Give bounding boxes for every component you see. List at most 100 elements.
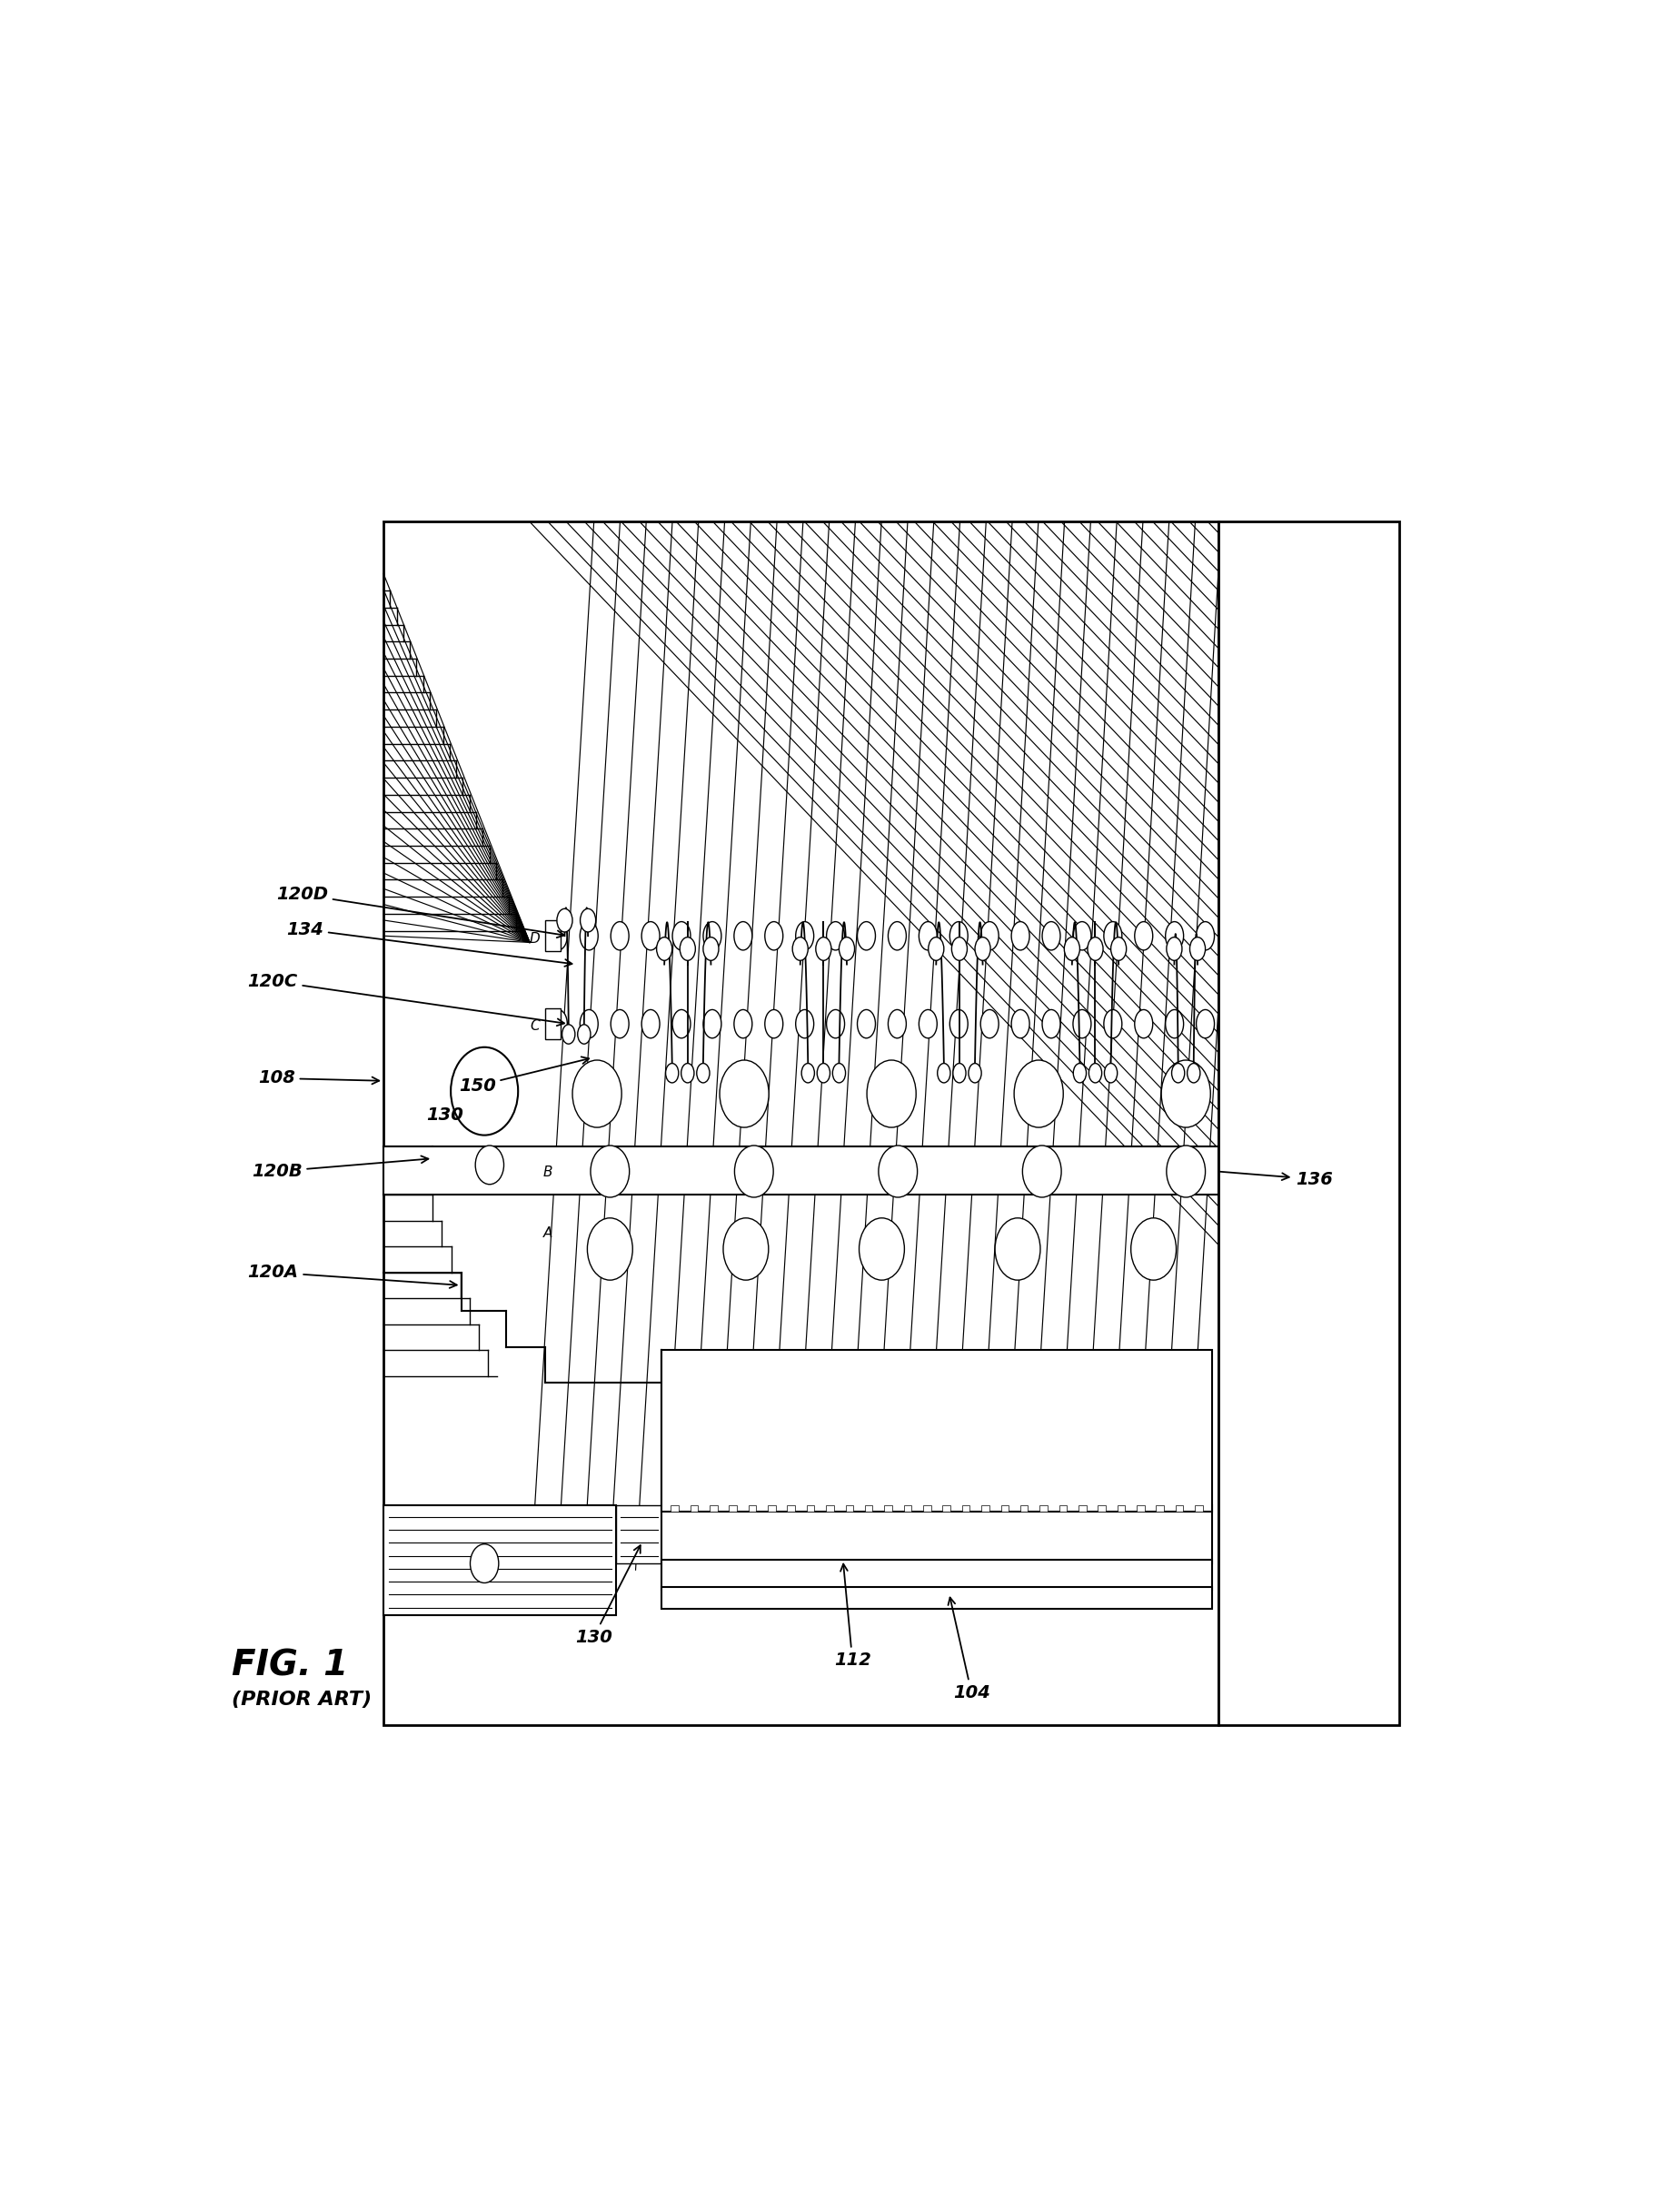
Text: C: C [529, 1020, 539, 1033]
Bar [942, 1504, 950, 1511]
Ellipse shape [680, 938, 695, 960]
Ellipse shape [579, 1009, 598, 1037]
Ellipse shape [641, 1009, 660, 1037]
Ellipse shape [471, 1544, 499, 1584]
Ellipse shape [952, 938, 967, 960]
Bar [1040, 1504, 1047, 1511]
Ellipse shape [703, 938, 718, 960]
Ellipse shape [1014, 1060, 1064, 1128]
Ellipse shape [1172, 1064, 1184, 1082]
Bar [671, 1504, 678, 1511]
Ellipse shape [703, 1009, 721, 1037]
Ellipse shape [980, 1009, 999, 1037]
Text: FIG. 1: FIG. 1 [232, 1648, 349, 1683]
Ellipse shape [563, 1024, 574, 1044]
Ellipse shape [735, 1009, 752, 1037]
Ellipse shape [1074, 1009, 1091, 1037]
Text: 104: 104 [949, 1597, 990, 1701]
Ellipse shape [765, 1009, 783, 1037]
Ellipse shape [995, 1219, 1040, 1281]
Ellipse shape [720, 1060, 768, 1128]
Ellipse shape [833, 1064, 845, 1082]
Ellipse shape [1087, 938, 1104, 960]
Ellipse shape [795, 1009, 813, 1037]
Bar [384, 1504, 616, 1615]
Bar [982, 1504, 989, 1511]
Text: 112: 112 [833, 1564, 872, 1670]
Text: 120D: 120D [276, 885, 564, 938]
Bar [903, 1504, 912, 1511]
Ellipse shape [696, 1064, 710, 1082]
Bar [710, 1504, 718, 1511]
Ellipse shape [1166, 938, 1182, 960]
Ellipse shape [937, 1064, 950, 1082]
Ellipse shape [573, 1060, 621, 1128]
Ellipse shape [857, 922, 875, 951]
Ellipse shape [1166, 922, 1184, 951]
Ellipse shape [838, 938, 855, 960]
Ellipse shape [735, 922, 752, 951]
Text: 120C: 120C [247, 973, 564, 1026]
Bar [1020, 1504, 1029, 1511]
Ellipse shape [451, 1046, 518, 1135]
Bar [544, 1009, 561, 1040]
Text: 130: 130 [574, 1546, 640, 1646]
Ellipse shape [1134, 1009, 1152, 1037]
Bar [885, 1504, 892, 1511]
Ellipse shape [476, 1146, 504, 1183]
Ellipse shape [1064, 938, 1080, 960]
Bar [1097, 1504, 1106, 1511]
Ellipse shape [1189, 938, 1206, 960]
Text: (PRIOR ART): (PRIOR ART) [232, 1690, 372, 1708]
Ellipse shape [975, 938, 990, 960]
Ellipse shape [1012, 922, 1029, 951]
Ellipse shape [549, 1009, 568, 1037]
Ellipse shape [1134, 922, 1152, 951]
Ellipse shape [878, 1146, 917, 1197]
Ellipse shape [980, 922, 999, 951]
Ellipse shape [1012, 1009, 1029, 1037]
Bar [661, 1559, 1212, 1590]
Ellipse shape [611, 922, 630, 951]
Bar [845, 1504, 853, 1511]
Ellipse shape [611, 1009, 630, 1037]
Ellipse shape [954, 1064, 965, 1082]
Bar [1196, 1504, 1202, 1511]
Bar [661, 1504, 1212, 1564]
Text: D: D [529, 931, 539, 945]
Bar [787, 1504, 795, 1511]
Text: 108: 108 [257, 1071, 379, 1086]
Ellipse shape [1196, 1009, 1214, 1037]
Ellipse shape [1161, 1060, 1211, 1128]
Bar [544, 920, 561, 951]
Ellipse shape [656, 938, 671, 960]
Ellipse shape [1022, 1146, 1062, 1197]
Ellipse shape [1166, 1009, 1184, 1037]
Ellipse shape [591, 1146, 630, 1197]
Ellipse shape [703, 922, 721, 951]
Ellipse shape [1166, 1146, 1206, 1197]
Bar [384, 522, 1217, 1725]
Text: 134: 134 [287, 920, 573, 967]
Ellipse shape [578, 1024, 591, 1044]
Ellipse shape [950, 922, 969, 951]
Text: A: A [543, 1228, 553, 1241]
Bar [807, 1504, 815, 1511]
Ellipse shape [1131, 1219, 1176, 1281]
Ellipse shape [1074, 1064, 1086, 1082]
Ellipse shape [1104, 1009, 1122, 1037]
Bar [661, 1586, 1212, 1608]
Bar [1219, 522, 1399, 1725]
Ellipse shape [815, 938, 832, 960]
Ellipse shape [802, 1064, 815, 1082]
Ellipse shape [827, 922, 845, 951]
Ellipse shape [950, 1009, 969, 1037]
Ellipse shape [857, 1009, 875, 1037]
Bar [1137, 1504, 1144, 1511]
Ellipse shape [673, 1009, 690, 1037]
Ellipse shape [588, 1219, 633, 1281]
Ellipse shape [735, 1146, 773, 1197]
Ellipse shape [867, 1060, 917, 1128]
Bar [865, 1504, 873, 1511]
Ellipse shape [673, 922, 690, 951]
